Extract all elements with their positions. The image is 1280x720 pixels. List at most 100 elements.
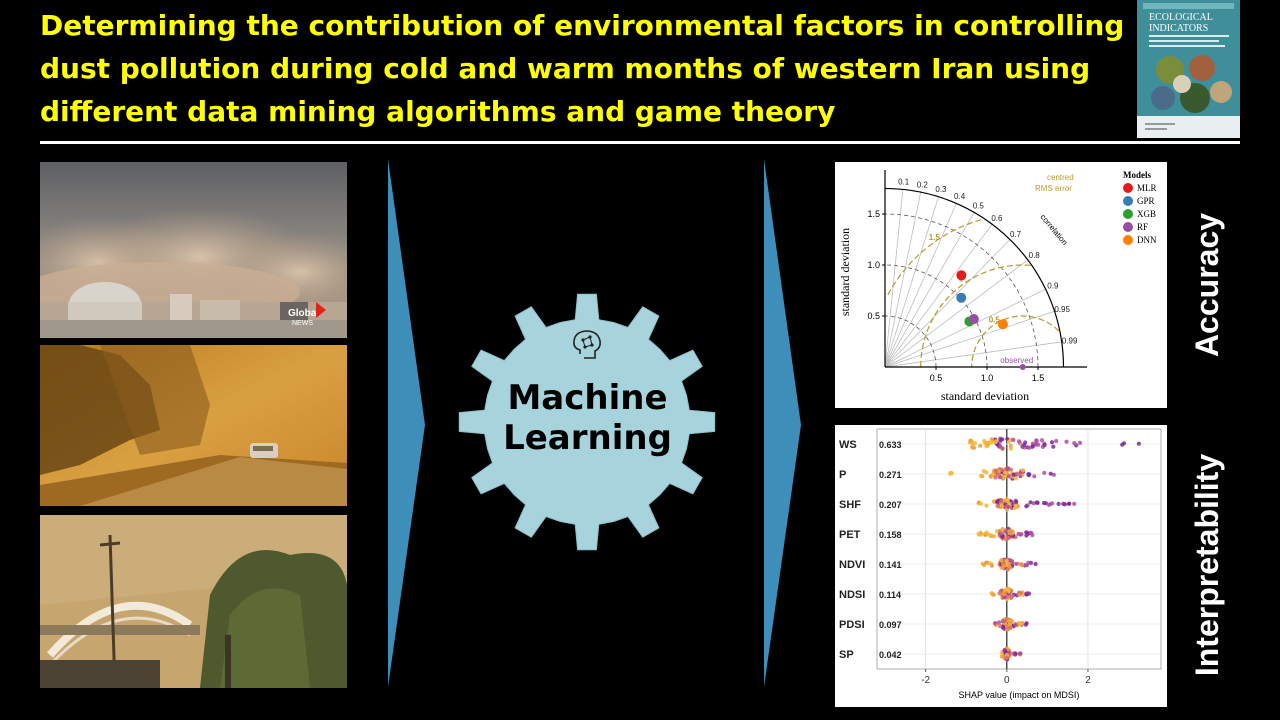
correlation-tick-label: 0.1 (898, 177, 910, 186)
legend-marker-rf (1123, 222, 1133, 232)
legend-label-mlr: MLR (1137, 183, 1157, 193)
journal-name-line2: INDICATORS (1149, 23, 1208, 34)
correlation-tick-label: 0.3 (935, 185, 947, 194)
shap-point (1001, 475, 1006, 480)
legend-label-gpr: GPR (1137, 196, 1155, 206)
shap-feature-importance: 0.633 (879, 440, 902, 450)
shap-point (1010, 530, 1015, 535)
shap-point (991, 592, 996, 597)
shap-point (995, 504, 1000, 509)
shap-point (993, 475, 998, 480)
shap-feature-importance: 0.141 (879, 560, 902, 570)
shap-point (1072, 441, 1077, 446)
rms-circle (885, 219, 982, 298)
rms-tick-label: 1.5 (929, 233, 941, 242)
shap-point (1004, 623, 1009, 628)
shap-point (1026, 473, 1031, 478)
shap-feature-name: SP (839, 649, 854, 661)
shap-point (972, 445, 977, 450)
std-arc (884, 315, 937, 368)
shap-point (1006, 536, 1011, 541)
shap-point (1009, 594, 1014, 600)
shap-point (1048, 471, 1053, 476)
correlation-tick-label: 0.8 (1029, 251, 1041, 260)
shap-point (1049, 440, 1055, 445)
shap-point (1036, 442, 1041, 447)
shap-point (993, 440, 998, 445)
shap-point (984, 530, 989, 535)
brain-circuit-icon (570, 328, 604, 362)
shap-x-tick-label: 0 (1004, 675, 1010, 686)
shap-feature-name: PDSI (839, 619, 865, 631)
shap-point (1005, 499, 1010, 504)
shap-point (979, 473, 984, 478)
observed-label: observed (1000, 356, 1033, 365)
gear-shape (458, 293, 716, 551)
shap-point (1024, 563, 1029, 568)
page-title: Determining the contribution of environm… (40, 9, 1125, 128)
photo-dusty-road (40, 345, 347, 506)
shap-point (998, 475, 1003, 480)
y-axis-label: standard deviation (838, 228, 852, 316)
shap-point (1014, 499, 1019, 504)
shap-point (1011, 437, 1016, 442)
shap-point (1072, 501, 1077, 506)
shap-point (1030, 444, 1035, 449)
shap-point (1024, 530, 1029, 535)
shap-feature-importance: 0.207 (879, 500, 902, 510)
shap-point (1001, 618, 1006, 623)
shap-point (981, 469, 986, 474)
legend-label-rf: RF (1137, 222, 1148, 232)
rms-label-line2: RMS error (1035, 184, 1072, 193)
shap-point (1056, 501, 1061, 506)
shap-point (1136, 441, 1141, 446)
correlation-tick-label: 0.4 (954, 192, 966, 201)
correlation-spoke (884, 239, 1011, 368)
shap-point (1008, 625, 1013, 630)
center-label-line1: Machine (507, 378, 668, 418)
shap-plot-area (876, 428, 1162, 670)
shap-point (1064, 439, 1069, 444)
shap-point (1008, 620, 1013, 625)
shap-point (968, 438, 973, 443)
rms-circle (971, 315, 1060, 367)
shap-point (1017, 651, 1022, 656)
journal-cover-art: ECOLOGICAL INDICATORS (1137, 0, 1240, 138)
shap-feature-importance: 0.042 (879, 650, 902, 660)
shap-point (1024, 504, 1029, 509)
correlation-tick-label: 0.95 (1054, 305, 1070, 314)
shap-feature-name: NDSI (839, 589, 865, 601)
legend-label-xgb: XGB (1137, 209, 1156, 219)
shap-point (987, 440, 992, 445)
correlation-spoke (884, 310, 1055, 368)
shap-feature-name: PET (839, 529, 861, 541)
legend-marker-gpr (1123, 196, 1133, 206)
legend-marker-mlr (1123, 183, 1133, 193)
shap-point (999, 503, 1004, 508)
rms-tick-label: 0.5 (989, 316, 1001, 325)
shap-feature-name: P (839, 469, 846, 481)
shap-point (1000, 527, 1005, 532)
shap-point (1008, 446, 1013, 451)
shap-x-tick-label: 2 (1085, 675, 1091, 686)
shap-feature-importance: 0.271 (879, 470, 902, 480)
shap-point (1035, 500, 1040, 505)
shap-point (999, 650, 1004, 655)
shap-point (1042, 470, 1047, 475)
shap-point (1062, 502, 1068, 507)
shap-point (996, 620, 1001, 625)
shap-point (983, 440, 988, 446)
model-point-gpr (956, 292, 967, 303)
shap-point (1001, 595, 1006, 600)
shap-point (987, 532, 992, 537)
shap-point (1042, 442, 1047, 448)
shap-point (989, 437, 994, 442)
shap-point (1003, 529, 1008, 534)
shap-point (1006, 587, 1012, 592)
center-label-line2: Learning (503, 418, 672, 458)
shap-point (1003, 648, 1008, 654)
accuracy-label: Accuracy (1189, 212, 1225, 358)
legend-marker-dnn (1123, 235, 1133, 245)
shap-point (1077, 440, 1083, 445)
shap-point (1009, 467, 1014, 472)
